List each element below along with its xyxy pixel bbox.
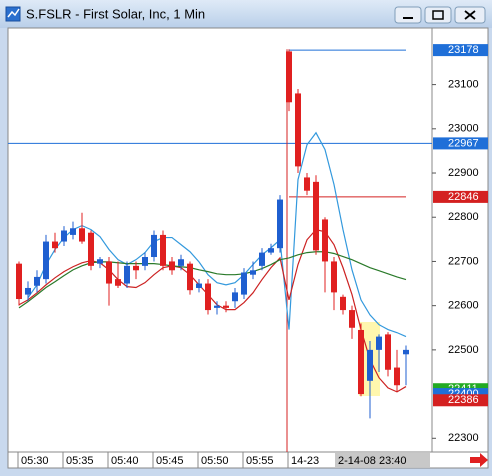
price-badge-label: 22967 bbox=[448, 137, 479, 149]
candle-body bbox=[160, 234, 166, 266]
candle-body bbox=[151, 234, 157, 258]
candle-body bbox=[304, 177, 310, 191]
x-tick-label: 05:45 bbox=[156, 455, 184, 467]
price-badge-label: 23178 bbox=[448, 44, 479, 56]
candle-body bbox=[268, 248, 274, 253]
price-axis bbox=[431, 27, 489, 453]
candle-body bbox=[223, 305, 229, 308]
candle-body bbox=[241, 272, 247, 295]
minimize-button[interactable] bbox=[394, 6, 422, 24]
y-tick-label: 22700 bbox=[448, 255, 479, 267]
y-tick-label: 22900 bbox=[448, 167, 479, 179]
candle-body bbox=[232, 292, 238, 302]
candle-body bbox=[97, 259, 103, 264]
y-tick-label: 22300 bbox=[448, 432, 479, 444]
candle-body bbox=[295, 93, 301, 167]
price-badge-label: 22386 bbox=[448, 394, 479, 406]
candle-body bbox=[124, 265, 130, 284]
candle-body bbox=[196, 283, 202, 288]
price-badge bbox=[433, 190, 488, 203]
x-tick-label: 05:50 bbox=[201, 455, 229, 467]
candle-body bbox=[52, 241, 58, 249]
y-tick-label: 23100 bbox=[448, 78, 479, 90]
candle-body bbox=[178, 259, 184, 266]
overlay-line bbox=[18, 251, 407, 309]
scroll-arrow[interactable] bbox=[470, 453, 488, 467]
window-buttons[interactable] bbox=[394, 6, 486, 24]
candle-body bbox=[106, 261, 112, 284]
candle-body bbox=[340, 296, 346, 311]
candle-body bbox=[394, 367, 400, 386]
candle-body bbox=[88, 232, 94, 266]
overlay-line bbox=[27, 131, 407, 338]
price-badge bbox=[433, 44, 488, 57]
cursor-label-box bbox=[335, 453, 430, 467]
candle-body bbox=[79, 228, 85, 242]
y-tick-label: 22600 bbox=[448, 300, 479, 312]
window-title: S.FSLR - First Solar, Inc, 1 Min bbox=[26, 6, 205, 21]
candle-body bbox=[367, 349, 373, 381]
candle-body bbox=[349, 310, 355, 328]
cursor-label: 2-14-08 23:40 bbox=[338, 455, 407, 467]
candle-body bbox=[133, 265, 139, 271]
candle-body bbox=[376, 336, 382, 350]
x-tick-label: 05:40 bbox=[111, 455, 139, 467]
y-tick-label: 22800 bbox=[448, 211, 479, 223]
x-tick-label: 05:35 bbox=[66, 455, 94, 467]
candle-body bbox=[187, 263, 193, 291]
price-badge bbox=[433, 394, 488, 407]
candle-body bbox=[322, 219, 328, 262]
candle-body bbox=[205, 283, 211, 311]
candle-body bbox=[277, 199, 283, 249]
y-tick-label: 23000 bbox=[448, 123, 479, 135]
x-tick-label: 05:55 bbox=[246, 455, 274, 467]
candle-body bbox=[214, 305, 220, 308]
candle-body bbox=[250, 270, 256, 275]
candle-body bbox=[43, 241, 49, 280]
close-glyph bbox=[464, 10, 476, 20]
maximize-button[interactable] bbox=[424, 6, 452, 24]
candle-body bbox=[358, 329, 364, 395]
candle-body bbox=[169, 261, 175, 271]
candle-body bbox=[331, 261, 337, 293]
candle-body bbox=[115, 279, 121, 286]
window-icon-glyph bbox=[7, 8, 20, 18]
candle-body bbox=[286, 51, 292, 103]
candle-body bbox=[259, 252, 265, 266]
y-tick-label: 22500 bbox=[448, 344, 479, 356]
maximize-glyph bbox=[432, 10, 444, 20]
candle-body bbox=[313, 181, 319, 251]
candle-body bbox=[34, 276, 40, 286]
candle-body bbox=[403, 349, 409, 355]
candle-body bbox=[142, 257, 148, 266]
candle-body bbox=[70, 228, 76, 235]
overlay-line bbox=[18, 228, 407, 393]
x-tick-label: 05:30 bbox=[21, 455, 49, 467]
candle-body bbox=[385, 334, 391, 370]
x-tick-label: 14-23 bbox=[291, 455, 319, 467]
price-badge bbox=[433, 137, 488, 150]
candle-body bbox=[16, 263, 22, 300]
price-badge-label: 22846 bbox=[448, 191, 479, 203]
candle-body bbox=[61, 230, 67, 242]
candle-body bbox=[25, 287, 31, 295]
